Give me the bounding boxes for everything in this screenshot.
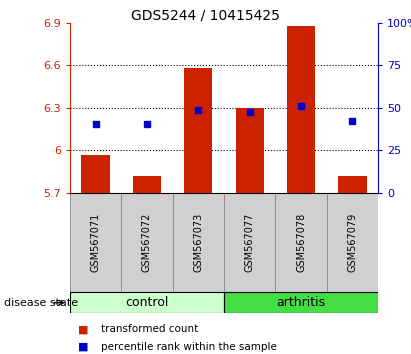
Text: GDS5244 / 10415425: GDS5244 / 10415425	[131, 9, 280, 23]
Text: ■: ■	[78, 342, 89, 352]
Bar	[224, 193, 275, 292]
Text: control: control	[125, 296, 169, 309]
Bar	[287, 26, 315, 193]
Bar	[133, 176, 161, 193]
Bar	[81, 155, 110, 193]
Bar	[224, 292, 378, 313]
Bar	[173, 193, 224, 292]
Text: GSM567077: GSM567077	[245, 213, 255, 272]
Bar	[70, 193, 121, 292]
Bar	[236, 108, 264, 193]
Text: GSM567079: GSM567079	[347, 213, 358, 272]
Bar	[121, 193, 173, 292]
Text: ■: ■	[78, 324, 89, 334]
Text: GSM567078: GSM567078	[296, 213, 306, 272]
Text: GSM567071: GSM567071	[90, 213, 101, 272]
Bar	[327, 193, 378, 292]
Text: disease state: disease state	[4, 298, 78, 308]
Bar	[184, 68, 212, 193]
Text: GSM567072: GSM567072	[142, 213, 152, 272]
Text: arthritis: arthritis	[277, 296, 326, 309]
Bar	[275, 193, 327, 292]
Text: percentile rank within the sample: percentile rank within the sample	[101, 342, 277, 352]
Bar	[338, 176, 367, 193]
Text: transformed count: transformed count	[101, 324, 198, 334]
Text: GSM567073: GSM567073	[193, 213, 203, 272]
Bar	[70, 292, 224, 313]
